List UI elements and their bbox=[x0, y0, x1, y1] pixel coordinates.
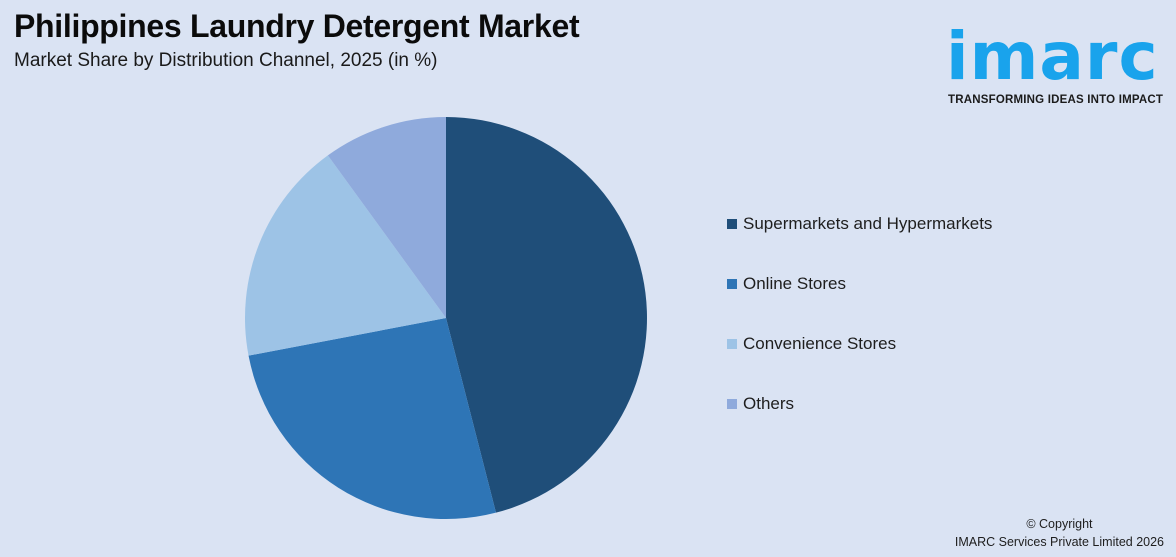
pie-slice-supermarkets-and-hypermarkets bbox=[446, 117, 647, 513]
pie-slice-convenience-stores bbox=[245, 155, 446, 356]
chart-title: Philippines Laundry Detergent Market bbox=[14, 8, 580, 44]
legend-swatch-icon bbox=[727, 399, 737, 409]
legend-item: Convenience Stores bbox=[727, 334, 992, 354]
legend-swatch-icon bbox=[727, 339, 737, 349]
copyright-line-2: IMARC Services Private Limited 2026 bbox=[954, 535, 1164, 549]
pie-chart bbox=[245, 117, 647, 519]
legend: Supermarkets and Hypermarkets Online Stor… bbox=[727, 214, 992, 454]
legend-label: Supermarkets and Hypermarkets bbox=[743, 214, 993, 233]
logo-tagline: TRANSFORMING IDEAS INTO IMPACT bbox=[948, 94, 1164, 106]
pie-slice-online-stores bbox=[248, 318, 496, 519]
pie-slice-others bbox=[327, 117, 446, 318]
legend-label: Others bbox=[743, 394, 795, 413]
legend-swatch-icon bbox=[727, 219, 737, 229]
copyright-line-1: © Copyright bbox=[1026, 517, 1093, 531]
legend-item: Others bbox=[727, 394, 992, 414]
legend-item: Supermarkets and Hypermarkets bbox=[727, 214, 992, 234]
chart-subtitle: Market Share by Distribution Channel, 20… bbox=[14, 50, 438, 71]
legend-swatch-icon bbox=[727, 279, 737, 289]
logo-wordmark: imarc bbox=[946, 18, 1159, 95]
legend-item: Online Stores bbox=[727, 274, 992, 294]
imarc-logo: imarc TRANSFORMING IDEAS INTO IMPACT bbox=[946, 10, 1170, 110]
legend-label: Convenience Stores bbox=[743, 334, 897, 353]
legend-label: Online Stores bbox=[743, 274, 846, 293]
copyright: © Copyright IMARC Services Private Limit… bbox=[955, 515, 1164, 551]
